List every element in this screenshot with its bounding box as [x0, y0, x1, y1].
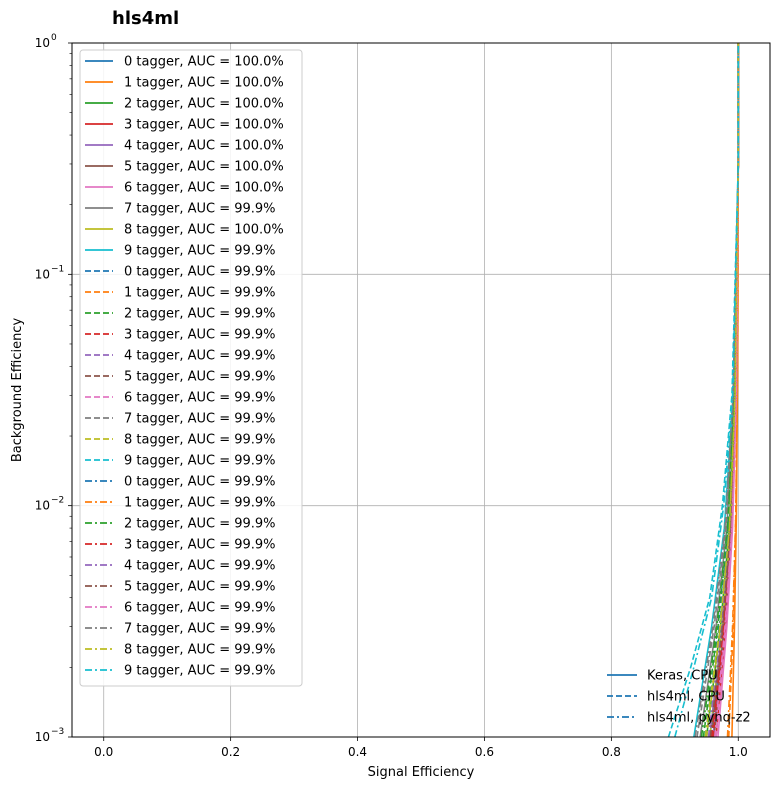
series-line: [674, 43, 740, 737]
legend-entry: 7 tagger, AUC = 99.9%: [124, 622, 276, 637]
legend-entry: 7 tagger, AUC = 99.9%: [124, 412, 276, 427]
x-axis-label: Signal Efficiency: [368, 765, 475, 780]
y-axis-label: Background Efficiency: [10, 318, 25, 463]
legend-entry: 1 tagger, AUC = 99.9%: [124, 496, 276, 511]
legend-entry: 8 tagger, AUC = 100.0%: [124, 223, 284, 238]
legend-entry: 1 tagger, AUC = 100.0%: [124, 76, 284, 91]
plot-frame: [71, 42, 771, 738]
legend-entry: 6 tagger, AUC = 100.0%: [124, 181, 284, 196]
legend-entry: 4 tagger, AUC = 99.9%: [124, 559, 276, 574]
legend-entry: 3 tagger, AUC = 99.9%: [124, 538, 276, 553]
legend-entry: 6 tagger, AUC = 99.9%: [124, 391, 276, 406]
y-tick-label: 10: [35, 36, 50, 50]
y-tick-exponent: −1: [51, 264, 64, 274]
legend-entry: 0 tagger, AUC = 100.0%: [124, 55, 284, 70]
series-layer: [667, 43, 740, 737]
legend-entry: 7 tagger, AUC = 99.9%: [124, 202, 276, 217]
x-tick-label: 0.6: [475, 745, 494, 759]
legend-entry: 5 tagger, AUC = 99.9%: [124, 580, 276, 595]
series-line: [694, 43, 740, 737]
x-tick-label: 0.2: [221, 745, 240, 759]
legend-entry: 4 tagger, AUC = 100.0%: [124, 139, 284, 154]
series-line: [704, 43, 740, 737]
x-tick-label: 0.8: [602, 745, 621, 759]
x-axis: 0.0 0.2 0.4 0.6 0.8 1.0: [94, 737, 748, 759]
legend-entry: 3 tagger, AUC = 99.9%: [124, 328, 276, 343]
y-tick-exponent: −2: [51, 496, 64, 506]
legend-entry: 2 tagger, AUC = 99.9%: [124, 517, 276, 532]
legend-entry: 9 tagger, AUC = 99.9%: [124, 664, 276, 679]
legend-entry: 6 tagger, AUC = 99.9%: [124, 601, 276, 616]
legend-box: [79, 49, 303, 687]
y-tick-label: 10: [35, 499, 50, 513]
x-tick-label: 1.0: [729, 745, 748, 759]
legend-entry: 4 tagger, AUC = 99.9%: [124, 349, 276, 364]
legend-entry: 2 tagger, AUC = 99.9%: [124, 307, 276, 322]
legend-entry: 3 tagger, AUC = 100.0%: [124, 118, 284, 133]
style-legend-entry: Keras, CPU: [647, 669, 718, 684]
series-line: [726, 43, 740, 737]
y-tick-exponent: −3: [51, 727, 64, 737]
legend-entry: 5 tagger, AUC = 100.0%: [124, 160, 284, 175]
legend-entry: 9 tagger, AUC = 99.9%: [124, 244, 276, 259]
series-line: [713, 43, 740, 737]
legend-entry: 8 tagger, AUC = 99.9%: [124, 643, 276, 658]
legend-entry: 5 tagger, AUC = 99.9%: [124, 370, 276, 385]
legend-entry: 1 tagger, AUC = 99.9%: [124, 286, 276, 301]
y-tick-exponent: 0: [51, 33, 57, 43]
chart-title: hls4ml: [112, 8, 179, 29]
series-legend: 0 tagger, AUC = 100.0% 1 tagger, AUC = 10…: [79, 49, 303, 687]
style-legend: Keras, CPU hls4ml, CPU hls4ml, pynq-z2: [607, 669, 751, 726]
style-legend-entry: hls4ml, CPU: [647, 690, 725, 705]
y-tick-label: 10: [35, 730, 50, 744]
style-legend-entry: hls4ml, pynq-z2: [647, 711, 751, 726]
y-tick-label: 10: [35, 267, 50, 281]
x-tick-label: 0.4: [348, 745, 367, 759]
x-tick-label: 0.0: [94, 745, 113, 759]
legend-entry: 0 tagger, AUC = 99.9%: [124, 265, 276, 280]
series-line: [709, 43, 740, 737]
legend-entry: 2 tagger, AUC = 100.0%: [124, 97, 284, 112]
legend-entry: 9 tagger, AUC = 99.9%: [124, 454, 276, 469]
legend-entry: 0 tagger, AUC = 99.9%: [124, 475, 276, 490]
legend-entry: 8 tagger, AUC = 99.9%: [124, 433, 276, 448]
